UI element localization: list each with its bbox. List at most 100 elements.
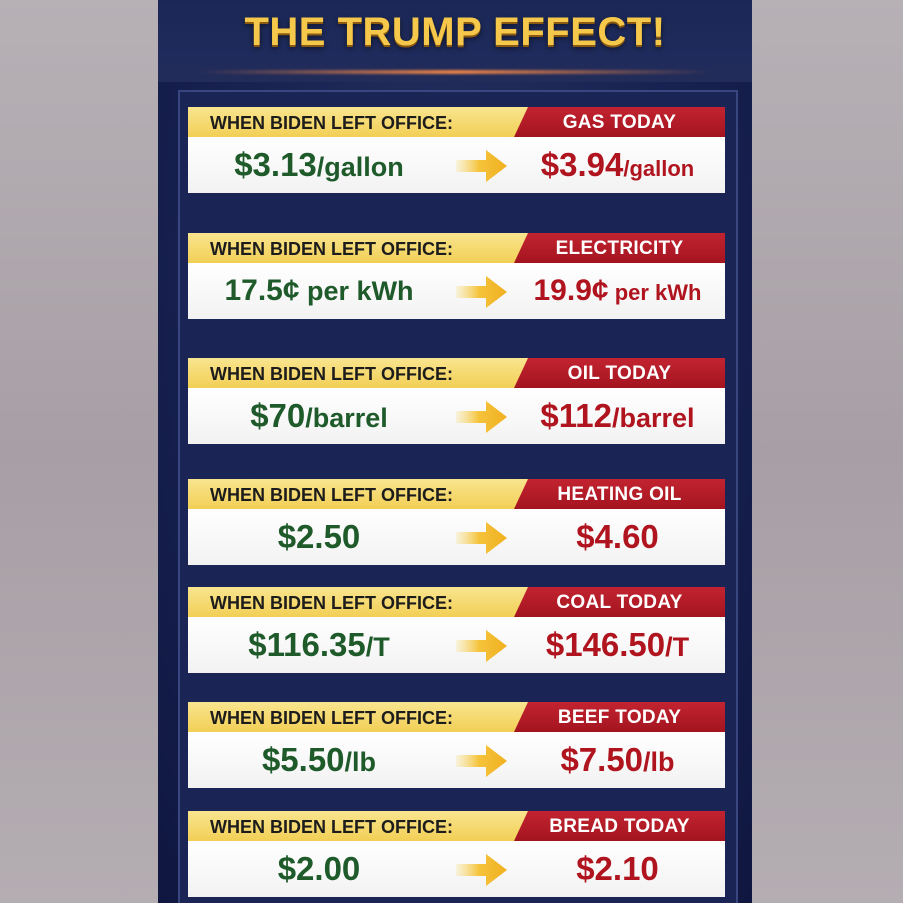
arrow-right-icon <box>456 745 507 777</box>
row-values: $5.50/lb $7.50/lb <box>188 732 725 788</box>
header-label: WHEN BIDEN LEFT OFFICE: <box>210 113 453 133</box>
header-category: GAS TODAY <box>562 112 677 133</box>
new-value: 19.9¢ per kWh <box>510 263 725 319</box>
new-value-main: $112 <box>540 397 613 434</box>
old-value: $3.13/gallon <box>188 137 450 193</box>
row-header: WHEN BIDEN LEFT OFFICE: BEEF TODAY <box>188 702 725 732</box>
arrow-right-icon <box>456 401 507 433</box>
new-value: $3.94/gallon <box>510 137 725 193</box>
new-value-main: 19.9¢ <box>533 274 609 307</box>
old-value: 17.5¢ per kWh <box>188 263 450 319</box>
new-value-main: $146.50 <box>545 626 666 663</box>
old-value: $5.50/lb <box>188 732 450 788</box>
title-bar: THE TRUMP EFFECT! <box>158 0 752 82</box>
arrow-right-icon <box>456 150 507 182</box>
right-margin <box>752 0 903 903</box>
new-value-unit: per kWh <box>608 280 702 305</box>
row-values: $70/barrel $112/barrel <box>188 388 725 444</box>
new-value-unit: /lb <box>643 747 675 777</box>
header-category-box: HEATING OIL <box>514 479 725 509</box>
poster: THE TRUMP EFFECT! WHEN BIDEN LEFT OFFICE… <box>158 0 752 903</box>
new-value: $146.50/T <box>510 617 725 673</box>
row-values: 17.5¢ per kWh 19.9¢ per kWh <box>188 263 725 319</box>
new-value-main: $7.50 <box>560 741 644 778</box>
row-header: WHEN BIDEN LEFT OFFICE: BREAD TODAY <box>188 811 725 841</box>
old-value-unit: /gallon <box>316 152 404 182</box>
row-values: $2.00 $2.10 <box>188 841 725 897</box>
header-label-box: WHEN BIDEN LEFT OFFICE: <box>188 587 538 617</box>
header-label: WHEN BIDEN LEFT OFFICE: <box>210 817 453 837</box>
poster-title: THE TRUMP EFFECT! <box>244 10 666 54</box>
header-label-box: WHEN BIDEN LEFT OFFICE: <box>188 479 538 509</box>
old-value-main: 17.5¢ <box>224 274 300 307</box>
header-category-box: ELECTRICITY <box>514 233 725 263</box>
header-category: OIL TODAY <box>567 363 672 384</box>
comparison-row-electricity: WHEN BIDEN LEFT OFFICE: ELECTRICITY 17.5… <box>188 233 725 319</box>
old-value-main: $5.50 <box>261 741 345 778</box>
old-value-main: $2.50 <box>277 518 361 555</box>
header-label: WHEN BIDEN LEFT OFFICE: <box>210 593 453 613</box>
arrow-right-icon <box>456 522 507 554</box>
header-category-box: COAL TODAY <box>514 587 725 617</box>
comparison-row-heating-oil: WHEN BIDEN LEFT OFFICE: HEATING OIL $2.5… <box>188 479 725 565</box>
old-value-unit: per kWh <box>299 276 414 306</box>
old-value-main: $116.35 <box>248 626 366 663</box>
comparison-row-beef: WHEN BIDEN LEFT OFFICE: BEEF TODAY $5.50… <box>188 702 725 788</box>
arrow-right-icon <box>456 276 507 308</box>
new-value: $7.50/lb <box>510 732 725 788</box>
old-value: $2.00 <box>188 841 450 897</box>
old-value-unit: /barrel <box>305 403 388 433</box>
old-value-main: $70 <box>250 397 306 434</box>
comparison-row-oil: WHEN BIDEN LEFT OFFICE: OIL TODAY $70/ba… <box>188 358 725 444</box>
header-label-box: WHEN BIDEN LEFT OFFICE: <box>188 107 538 137</box>
header-label: WHEN BIDEN LEFT OFFICE: <box>210 708 453 728</box>
header-category-box: BEEF TODAY <box>514 702 725 732</box>
old-value-main: $3.13 <box>234 146 317 183</box>
row-header: WHEN BIDEN LEFT OFFICE: ELECTRICITY <box>188 233 725 263</box>
header-label-box: WHEN BIDEN LEFT OFFICE: <box>188 702 538 732</box>
old-value-unit: /T <box>365 632 390 662</box>
old-value-unit: /lb <box>344 747 377 777</box>
new-value: $112/barrel <box>510 388 725 444</box>
row-header: WHEN BIDEN LEFT OFFICE: OIL TODAY <box>188 358 725 388</box>
comparison-row-coal: WHEN BIDEN LEFT OFFICE: COAL TODAY $116.… <box>188 587 725 673</box>
left-margin <box>0 0 158 903</box>
old-value: $116.35/T <box>188 617 450 673</box>
header-category: BEEF TODAY <box>557 707 682 728</box>
new-value: $2.10 <box>510 841 725 897</box>
header-category-box: GAS TODAY <box>514 107 725 137</box>
header-label: WHEN BIDEN LEFT OFFICE: <box>210 239 453 259</box>
new-value-unit: /T <box>665 632 690 662</box>
new-value-unit: /barrel <box>612 403 695 433</box>
arrow-right-icon <box>456 630 507 662</box>
row-values: $116.35/T $146.50/T <box>188 617 725 673</box>
header-category: HEATING OIL <box>557 484 682 505</box>
header-label-box: WHEN BIDEN LEFT OFFICE: <box>188 811 538 841</box>
header-category-box: BREAD TODAY <box>514 811 725 841</box>
header-label: WHEN BIDEN LEFT OFFICE: <box>210 485 453 505</box>
row-header: WHEN BIDEN LEFT OFFICE: HEATING OIL <box>188 479 725 509</box>
row-header: WHEN BIDEN LEFT OFFICE: COAL TODAY <box>188 587 725 617</box>
header-category-box: OIL TODAY <box>514 358 725 388</box>
new-value-unit: /gallon <box>623 156 695 181</box>
title-glow-line <box>198 70 712 74</box>
header-label-box: WHEN BIDEN LEFT OFFICE: <box>188 233 538 263</box>
row-values: $3.13/gallon $3.94/gallon <box>188 137 725 193</box>
old-value-main: $2.00 <box>277 850 361 887</box>
row-values: $2.50 $4.60 <box>188 509 725 565</box>
header-category: COAL TODAY <box>556 592 683 613</box>
comparison-row-bread: WHEN BIDEN LEFT OFFICE: BREAD TODAY $2.0… <box>188 811 725 897</box>
new-value-main: $4.60 <box>576 518 659 555</box>
header-category: BREAD TODAY <box>549 816 690 837</box>
header-label-box: WHEN BIDEN LEFT OFFICE: <box>188 358 538 388</box>
header-category: ELECTRICITY <box>555 238 684 259</box>
old-value: $70/barrel <box>188 388 450 444</box>
arrow-right-icon <box>456 854 507 886</box>
new-value: $4.60 <box>510 509 725 565</box>
header-label: WHEN BIDEN LEFT OFFICE: <box>210 364 453 384</box>
comparison-row-gas: WHEN BIDEN LEFT OFFICE: GAS TODAY $3.13/… <box>188 107 725 193</box>
new-value-main: $2.10 <box>576 850 659 887</box>
old-value: $2.50 <box>188 509 450 565</box>
row-header: WHEN BIDEN LEFT OFFICE: GAS TODAY <box>188 107 725 137</box>
new-value-main: $3.94 <box>540 146 624 183</box>
